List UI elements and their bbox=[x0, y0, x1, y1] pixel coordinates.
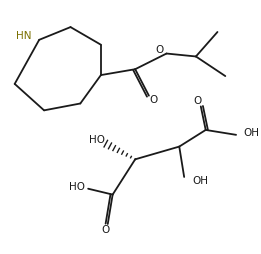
Text: OH: OH bbox=[243, 128, 259, 138]
Text: HO: HO bbox=[69, 182, 85, 192]
Text: O: O bbox=[102, 225, 110, 235]
Text: OH: OH bbox=[192, 176, 208, 186]
Text: O: O bbox=[150, 94, 158, 105]
Text: HN: HN bbox=[16, 31, 31, 41]
Text: O: O bbox=[194, 96, 202, 106]
Text: HO: HO bbox=[89, 135, 105, 145]
Text: O: O bbox=[156, 45, 164, 55]
